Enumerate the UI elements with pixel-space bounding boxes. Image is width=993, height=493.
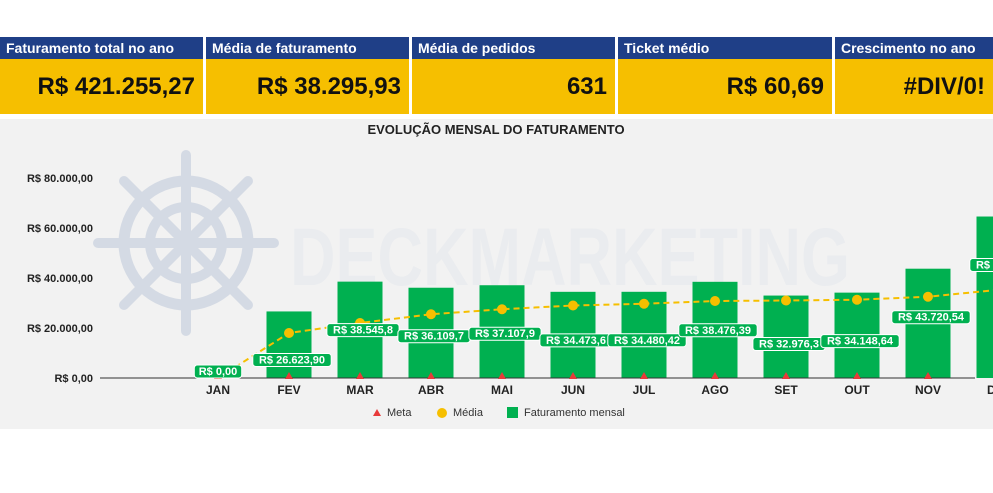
data-label: R$ 34.473,6: [546, 335, 606, 347]
y-tick-label: R$ 40.000,00: [27, 273, 93, 285]
data-label: R$ 64.591,94: [976, 260, 993, 272]
legend-media-label: Média: [453, 407, 484, 419]
legend-meta-label: Meta: [387, 407, 412, 419]
bar-dez: [976, 216, 993, 378]
data-label: R$ 38.545,8: [333, 325, 393, 337]
meta-marker: [285, 372, 293, 379]
kpi-title: Faturamento total no ano: [0, 37, 203, 59]
x-tick-label: ABR: [418, 383, 444, 397]
media-point: [497, 304, 507, 315]
x-tick-label: SET: [774, 383, 798, 397]
x-tick-label: MAR: [346, 383, 374, 397]
meta-marker: [782, 372, 790, 379]
chart-area: EVOLUÇÃO MENSAL DO FATURAMENTO DECKMARKE…: [0, 119, 993, 429]
media-point: [568, 300, 578, 311]
media-point: [710, 296, 720, 306]
x-tick-label: JAN: [206, 383, 230, 397]
legend-faturamento-label: Faturamento mensal: [524, 407, 625, 419]
watermark-text: DECKMARKETING: [290, 212, 850, 303]
x-tick-label: JUL: [633, 383, 656, 397]
legend-meta-marker: [373, 409, 381, 416]
meta-marker: [356, 372, 364, 379]
x-tick-label: DEZ: [987, 383, 993, 397]
ship-wheel-icon: [93, 150, 279, 336]
data-label-box: [820, 334, 900, 349]
data-label-box: [193, 364, 243, 379]
revenue-chart: EVOLUÇÃO MENSAL DO FATURAMENTO DECKMARKE…: [27, 122, 993, 419]
data-label: R$ 37.107,9: [475, 328, 535, 340]
meta-marker: [711, 372, 719, 379]
media-point: [923, 291, 933, 302]
media-point: [852, 294, 862, 305]
y-tick-label: R$ 0,00: [54, 373, 93, 385]
legend-media-marker: [437, 408, 447, 418]
data-label: R$ 34.480,42: [614, 335, 680, 347]
watermark: DECKMARKETING: [93, 150, 850, 336]
y-tick-label: R$ 80.000,00: [27, 173, 93, 185]
data-label-box: [252, 352, 332, 367]
bar-fev: [266, 311, 312, 378]
kpi-value: R$ 60,69: [618, 59, 832, 114]
kpi-title: Média de faturamento: [206, 37, 409, 59]
y-tick-label: R$ 60.000,00: [27, 223, 93, 235]
chart-title: EVOLUÇÃO MENSAL DO FATURAMENTO: [367, 122, 624, 137]
data-label-box: [891, 310, 971, 325]
meta-marker: [924, 372, 932, 379]
kpi-row: Faturamento total no ano R$ 421.255,27 M…: [0, 37, 993, 114]
kpi-ticket-medio: Ticket médio R$ 60,69: [618, 37, 832, 114]
media-point: [426, 309, 436, 320]
data-label: R$ 26.623,90: [259, 354, 325, 366]
x-tick-label: OUT: [844, 383, 870, 397]
kpi-value: #DIV/0!: [835, 59, 993, 114]
y-axis: R$ 0,00 R$ 20.000,00 R$ 40.000,00 R$ 60.000…: [27, 173, 93, 385]
data-label: R$ 36.109,7: [404, 331, 464, 343]
meta-marker: [498, 372, 506, 379]
kpi-title: Média de pedidos: [412, 37, 615, 59]
kpi-value: R$ 38.295,93: [206, 59, 409, 114]
kpi-value: 631: [412, 59, 615, 114]
kpi-value: R$ 421.255,27: [0, 59, 203, 114]
kpi-media-pedidos: Média de pedidos 631: [412, 37, 615, 114]
legend-faturamento-marker: [507, 407, 518, 418]
data-label-box: [607, 333, 687, 348]
data-labels: R$ 0,00 R$ 26.623,90 R$ 38.545,8 R$ 36.109,…: [193, 258, 993, 379]
meta-marker: [640, 372, 648, 379]
x-axis: JAN FEV MAR ABR MAI JUN JUL AGO SET OUT NOV DEZ: [100, 377, 993, 397]
data-label-box: [678, 323, 758, 338]
media-point: [781, 295, 791, 306]
media-point: [284, 328, 294, 338]
kpi-title: Crescimento no ano: [835, 37, 993, 59]
kpi-media-faturamento: Média de faturamento R$ 38.295,93: [206, 37, 409, 114]
meta-marker: [427, 372, 435, 379]
meta-marker: [569, 372, 577, 379]
data-label-box: [969, 258, 993, 273]
y-tick-label: R$ 20.000,00: [27, 323, 93, 335]
media-point: [639, 298, 649, 309]
x-tick-label: FEV: [277, 383, 300, 397]
kpi-faturamento-total: Faturamento total no ano R$ 421.255,27: [0, 37, 203, 114]
data-label: R$ 34.148,64: [827, 336, 894, 348]
x-tick-label: JUN: [561, 383, 585, 397]
kpi-crescimento-ano: Crescimento no ano #DIV/0!: [835, 37, 993, 114]
meta-marker: [853, 372, 861, 379]
kpi-title: Ticket médio: [618, 37, 832, 59]
legend: Meta Média Faturamento mensal: [373, 407, 625, 419]
data-label: R$ 43.720,54: [898, 312, 965, 324]
data-label: R$ 38.476,39: [685, 325, 751, 337]
x-tick-label: NOV: [915, 383, 941, 397]
data-label: R$ 0,00: [199, 366, 238, 378]
data-label: R$ 32.976,3: [759, 339, 819, 351]
bar-set: [763, 295, 809, 378]
x-tick-label: MAI: [491, 383, 513, 397]
x-tick-label: AGO: [701, 383, 728, 397]
